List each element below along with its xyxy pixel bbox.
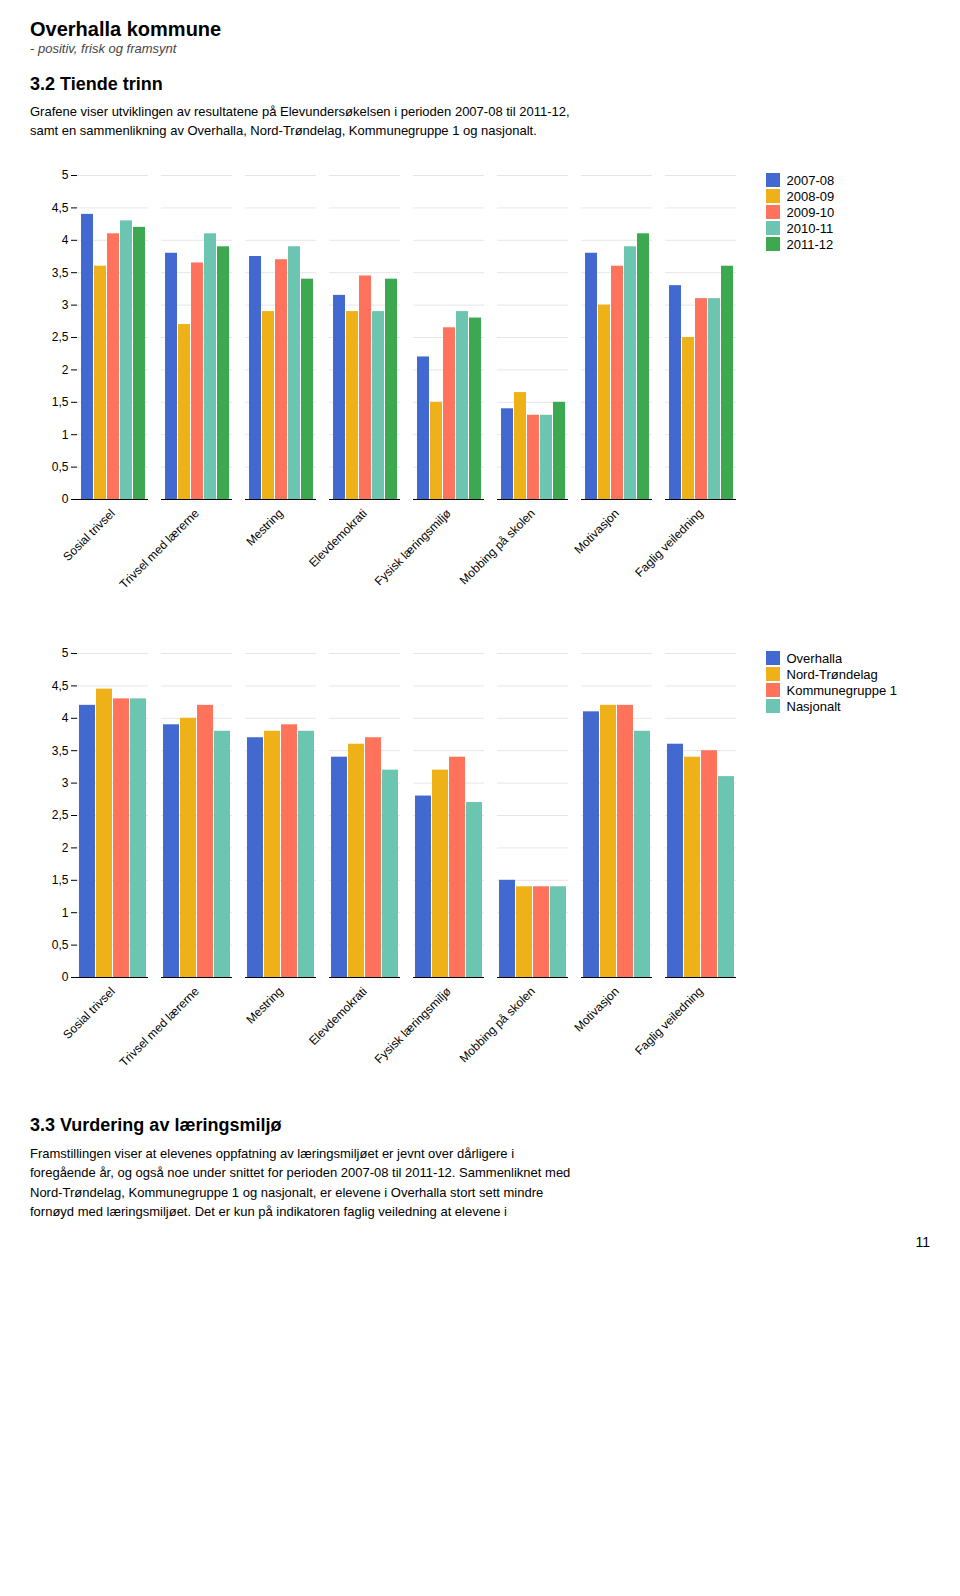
svg-text:Sosial trivsel: Sosial trivsel (60, 984, 118, 1042)
svg-text:1: 1 (62, 427, 69, 441)
svg-text:3,5: 3,5 (52, 743, 69, 757)
html-text:Framstillingen viser at eleven: Framstillingen viser at elevenes oppfatn… (30, 1145, 571, 1220)
svg-text:Elevdemokrati: Elevdemokrati (306, 506, 370, 570)
svg-text:2,5: 2,5 (52, 808, 69, 822)
svg-text:3: 3 (62, 298, 69, 312)
svg-text:4,5: 4,5 (52, 200, 69, 214)
html-text:Kommunegruppe 1: Kommunegruppe 1 (786, 682, 898, 698)
html-text:- positiv, frisk og framsynt: - positiv, frisk og framsynt (30, 41, 177, 56)
html-text:2011-12: 2011-12 (786, 236, 834, 252)
svg-text:Mestring: Mestring (243, 506, 285, 548)
svg-text:5: 5 (62, 168, 69, 182)
svg-text:4,5: 4,5 (52, 678, 69, 692)
svg-text:Mobbing på skolen: Mobbing på skolen (457, 984, 538, 1065)
html-text:3.2 Tiende trinn: 3.2 Tiende trinn (30, 74, 163, 94)
html-text:2007-08: 2007-08 (786, 172, 835, 188)
svg-text:1,5: 1,5 (52, 395, 69, 409)
svg-text:Mestring: Mestring (243, 984, 285, 1026)
html-text:Nasjonalt: Nasjonalt (786, 698, 841, 714)
svg-text:1,5: 1,5 (52, 873, 69, 887)
svg-text:3: 3 (62, 776, 69, 790)
svg-text:Motivasjon: Motivasjon (571, 984, 621, 1034)
svg-text:Trivsel med lærerne: Trivsel med lærerne (117, 984, 202, 1069)
svg-text:Elevdemokrati: Elevdemokrati (306, 984, 370, 1048)
svg-text:Motivasjon: Motivasjon (571, 506, 621, 556)
svg-text:Trivsel med lærerne: Trivsel med lærerne (117, 506, 202, 591)
svg-text:0,5: 0,5 (52, 460, 69, 474)
svg-text:Faglig veiledning: Faglig veiledning (632, 984, 706, 1058)
svg-text:2,5: 2,5 (52, 330, 69, 344)
html-text:2010-11: 2010-11 (786, 220, 834, 236)
svg-text:0,5: 0,5 (52, 938, 69, 952)
svg-text:3,5: 3,5 (52, 265, 69, 279)
svg-text:Sosial trivsel: Sosial trivsel (60, 506, 118, 564)
html-text:Grafene viser utviklingen av r: Grafene viser utviklingen av resultatene… (30, 104, 570, 119)
svg-text:1: 1 (62, 905, 69, 919)
svg-text:Fysisk læringsmiljø: Fysisk læringsmiljø (372, 983, 454, 1065)
svg-text:Fysisk læringsmiljø: Fysisk læringsmiljø (372, 505, 454, 587)
svg-text:4: 4 (62, 711, 69, 725)
svg-text:2: 2 (62, 840, 69, 854)
html-text:11: 11 (915, 1233, 930, 1250)
svg-text:Mobbing på skolen: Mobbing på skolen (457, 506, 538, 587)
html-text:3.3 Vurdering av læringsmiljø: 3.3 Vurdering av læringsmiljø (30, 1114, 282, 1135)
html-text:2009-10: 2009-10 (786, 204, 835, 220)
svg-text:2: 2 (62, 362, 69, 376)
svg-text:0: 0 (62, 492, 69, 506)
html-text:Nord-Trøndelag: Nord-Trøndelag (786, 666, 878, 682)
svg-text:Faglig veiledning: Faglig veiledning (632, 506, 706, 580)
html-text:samt en sammenlikning av Overh: samt en sammenlikning av Overhalla, Nord… (30, 122, 537, 138)
svg-text:4: 4 (62, 233, 69, 247)
svg-text:0: 0 (62, 970, 69, 984)
html-text:2008-09: 2008-09 (786, 188, 835, 204)
html-text:Overhalla kommune: Overhalla kommune (30, 18, 222, 40)
html-text:Overhalla: Overhalla (786, 650, 843, 666)
svg-text:5: 5 (62, 646, 69, 660)
